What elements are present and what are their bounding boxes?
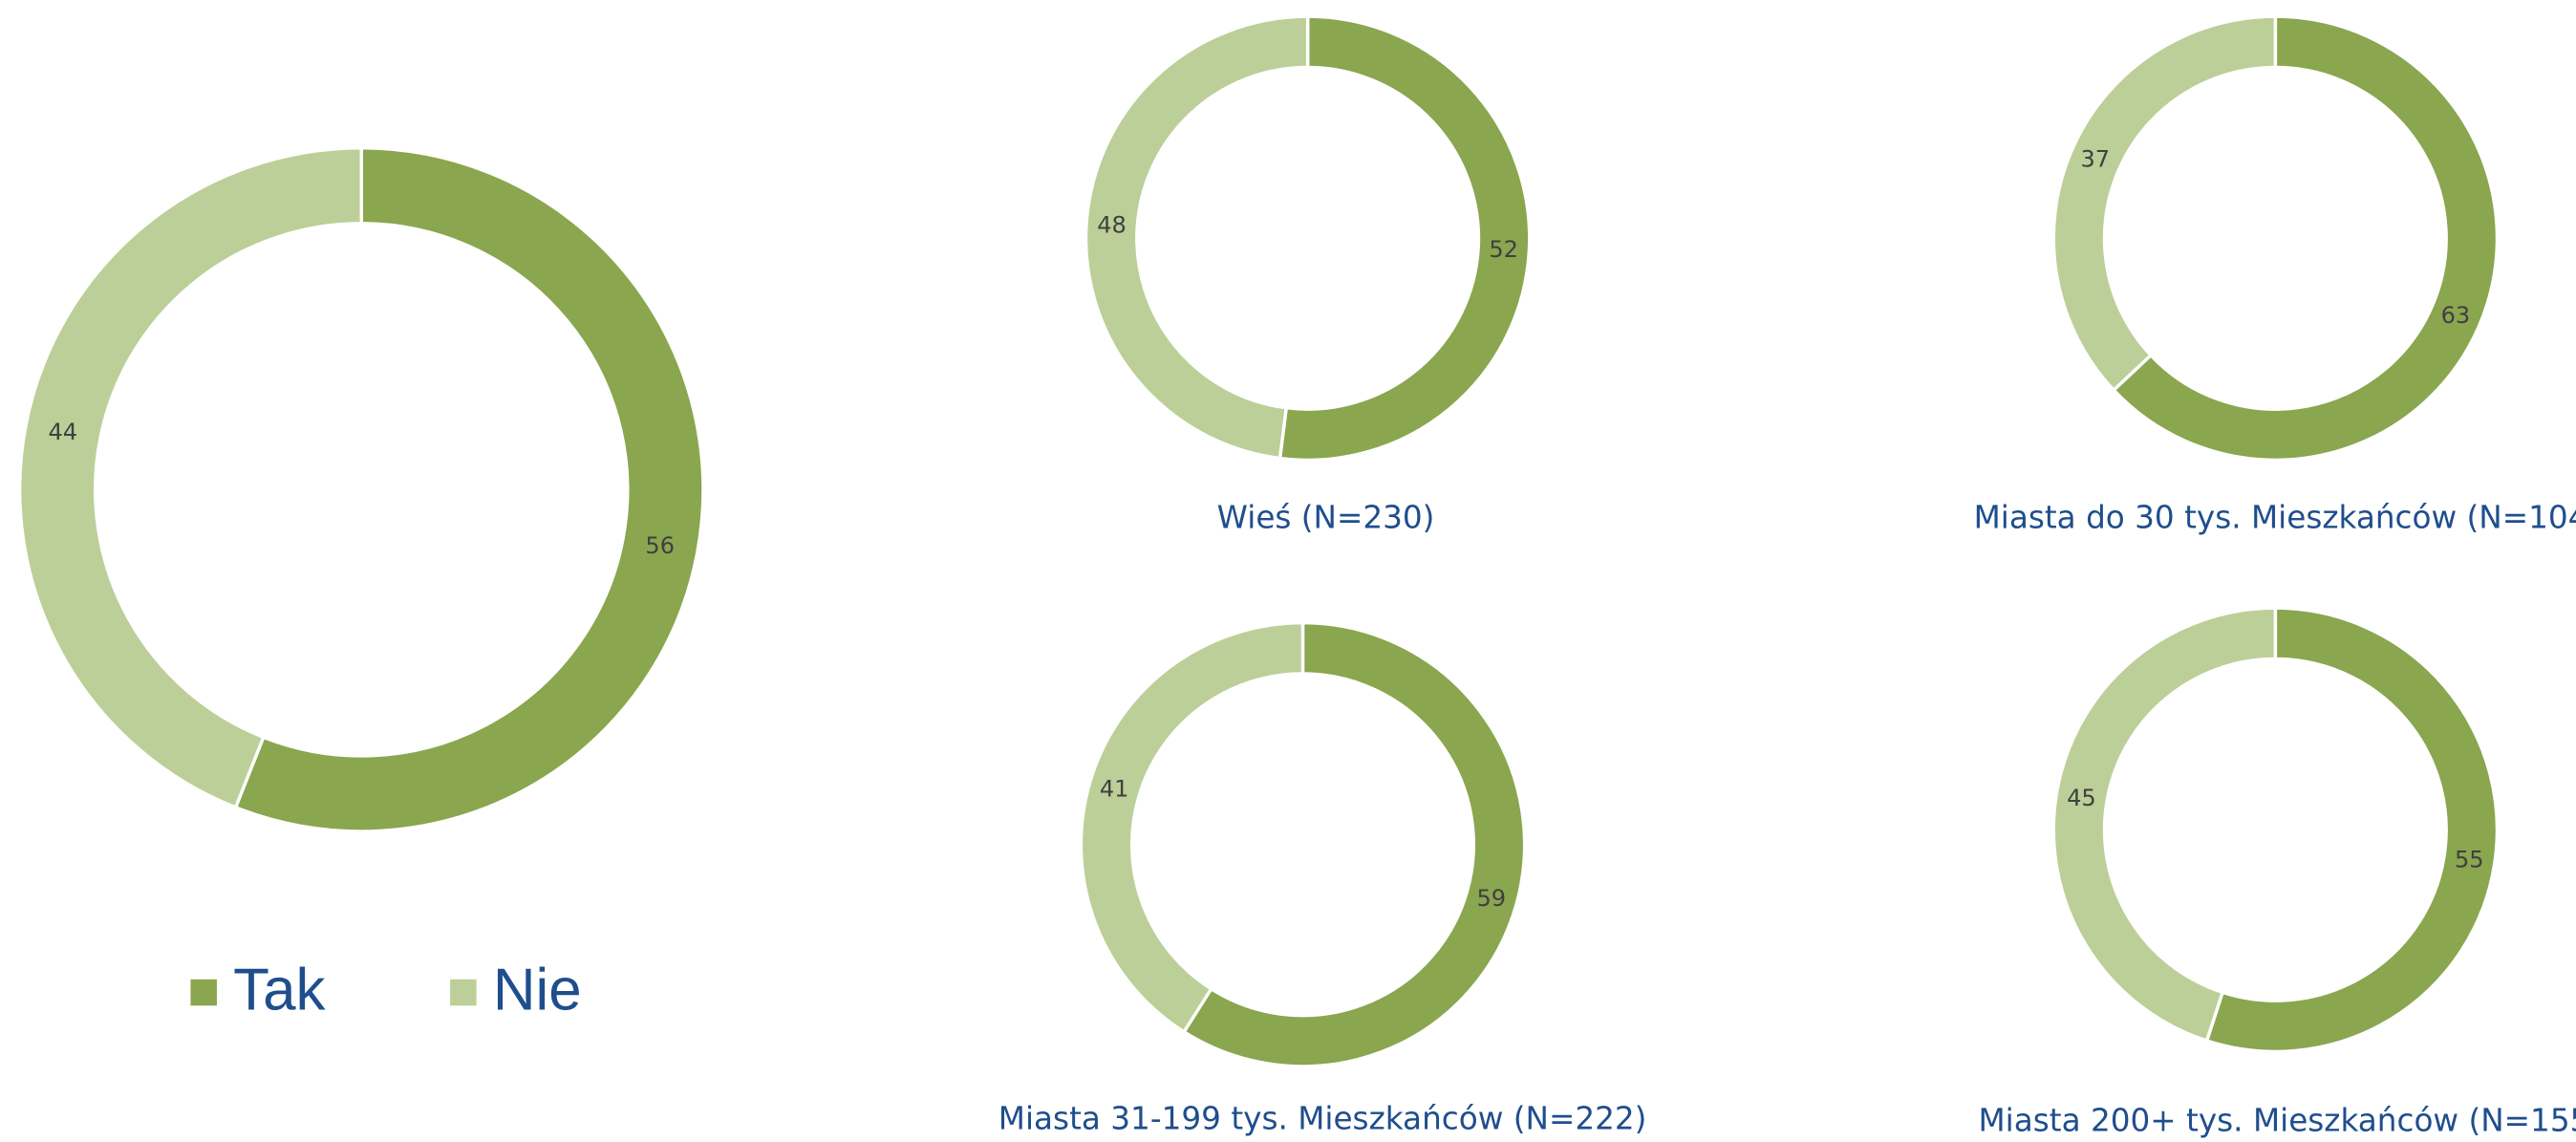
donut-segment: [1079, 620, 1305, 1035]
donut-segment: [233, 146, 705, 833]
donut-segment: [17, 146, 363, 810]
chart-title: Miasta do 30 tys. Mieszkańców (N=104): [1974, 499, 2576, 535]
donut-segment: [2051, 14, 2278, 393]
donut-segment: [1277, 14, 1532, 463]
donut-segment: [1181, 620, 1527, 1068]
data-label: 55: [2455, 846, 2484, 873]
legend-label: Tak: [233, 958, 326, 1023]
data-label: 63: [2441, 302, 2471, 329]
data-label: 45: [2067, 785, 2096, 811]
donut-segment: [2111, 14, 2500, 463]
donut-segment: [1084, 14, 1310, 461]
data-label: 44: [49, 419, 78, 445]
chart-title: Miasta 31-199 tys. Mieszkańców (N=222): [998, 1101, 1647, 1137]
data-label: 41: [1100, 775, 1129, 802]
legend-swatch: [450, 979, 477, 1006]
data-label: 59: [1476, 885, 1506, 912]
legend-label: Nie: [493, 958, 582, 1023]
chart-title: Miasta 200+ tys. Mieszkańców (N=155): [1979, 1102, 2576, 1138]
data-label: 37: [2080, 146, 2110, 173]
donut-segment: [2051, 606, 2278, 1044]
legend-swatch: [190, 979, 217, 1006]
data-label: 52: [1489, 236, 1518, 263]
data-label: 56: [645, 532, 675, 559]
donut-segment: [2204, 606, 2500, 1054]
chart-title: Wieś (N=230): [1217, 499, 1435, 535]
data-label: 48: [1097, 211, 1127, 238]
